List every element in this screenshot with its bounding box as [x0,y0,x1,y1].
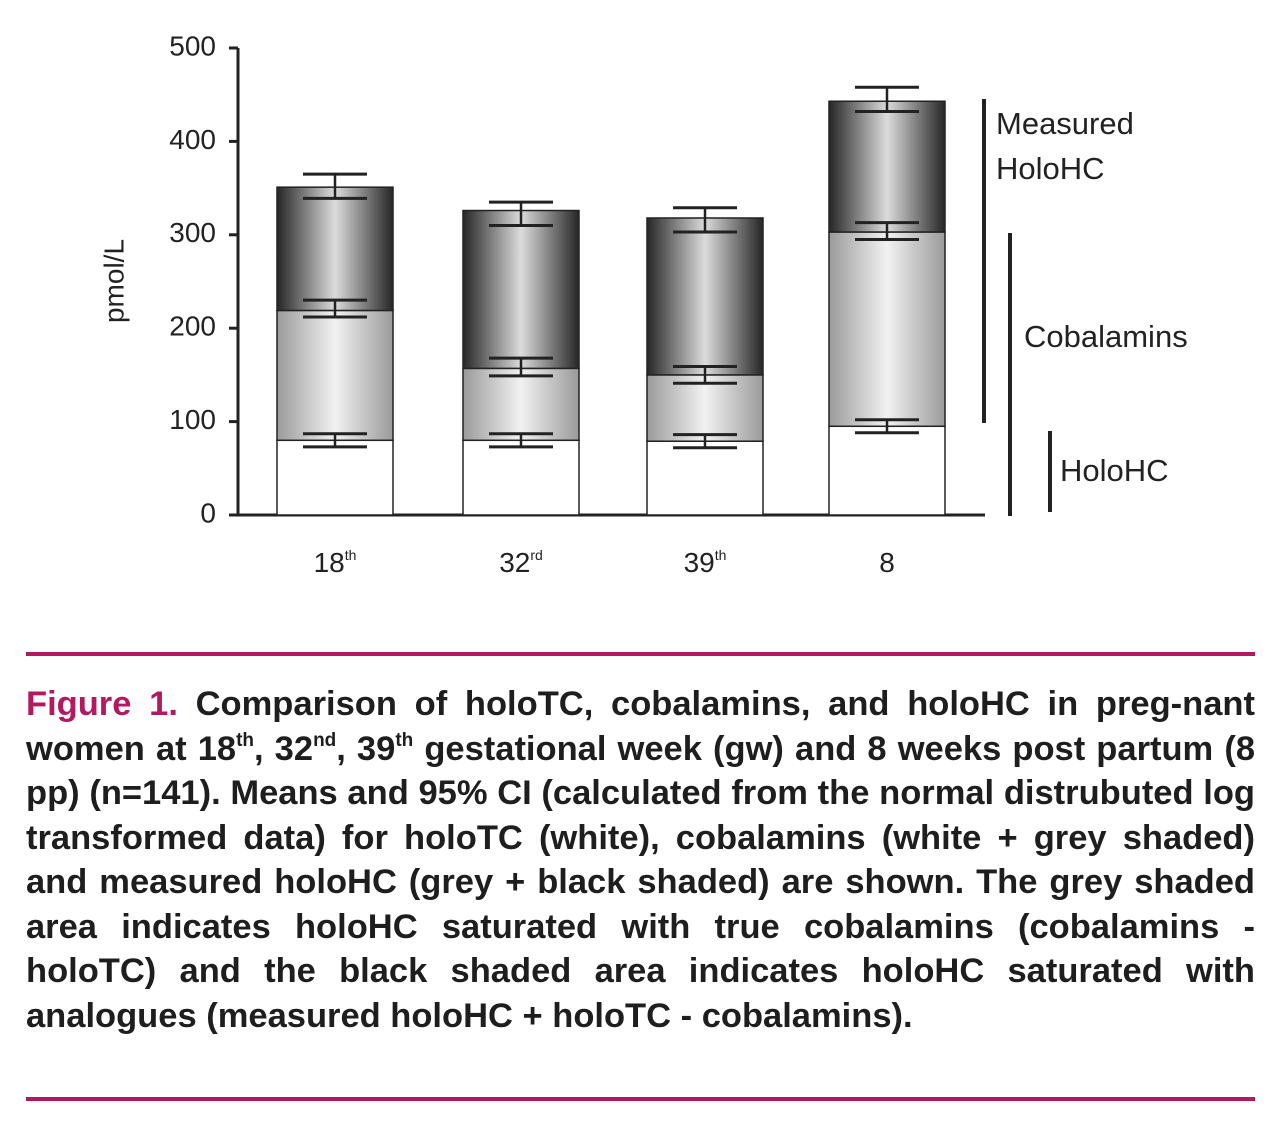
figure-caption: Figure 1. Comparison of holoTC, cobalami… [26,682,1255,1038]
caption-sup-1: th [236,729,254,751]
y-axis: 0 100 200 300 400 500 [169,30,240,528]
caption-text-4: gestational week (gw) and 8 weeks post p… [26,729,1256,1035]
y-axis-label: pmol/L [98,239,129,323]
x-tick-label: 8 [879,547,895,578]
true-cobalamin-segment [462,367,580,442]
x-tick-labels: 18th 32rd 39th 8 [314,547,895,578]
caption-text-1: Comparison of holoTC, cobalamins, and ho… [26,685,1255,768]
holohc-annotation: HoloHC [1060,453,1169,488]
analogue-segment [462,209,580,370]
analogue-segment [646,217,764,376]
true-cobalamin-segment [646,374,764,442]
y-tick-label: 300 [169,217,216,248]
stacked-bar-chart: 0 100 200 300 400 500 pmol/L 18th 32rd 39th 8 Me… [98,30,1188,578]
x-tick-label: 39th [684,547,727,578]
y-tick-label: 400 [169,124,216,155]
bars-group [276,85,946,516]
holotc-segment [462,439,580,516]
caption-text-3: , 39 [336,729,396,768]
figure-label: Figure 1. [26,685,178,723]
cobalamins-annotation: Cobalamins [1024,319,1188,354]
y-tick-label: 500 [169,30,216,61]
analogue-segment [276,186,394,312]
holotc-segment [828,425,946,516]
caption-text-2: , 32 [254,729,314,768]
caption-sup-2: nd [313,729,337,751]
holotc-segment [646,440,764,516]
true-cobalamin-segment [276,309,394,442]
holotc-segment [276,439,394,516]
measured-annotation-line2: HoloHC [996,151,1105,186]
analogue-segment [828,100,946,233]
y-tick-label: 100 [169,404,216,435]
annotations: Measured HoloHC Cobalamins HoloHC [982,99,1188,516]
y-tick-label: 0 [200,497,216,528]
x-tick-label: 18th [314,547,357,578]
y-tick-label: 200 [169,311,216,342]
caption-bottom-rule [26,1097,1255,1101]
caption-top-rule [26,652,1255,656]
x-tick-label: 32rd [499,547,543,578]
measured-annotation-line1: Measured [996,106,1134,141]
true-cobalamin-segment [828,231,946,428]
caption-sup-3: th [395,729,414,751]
